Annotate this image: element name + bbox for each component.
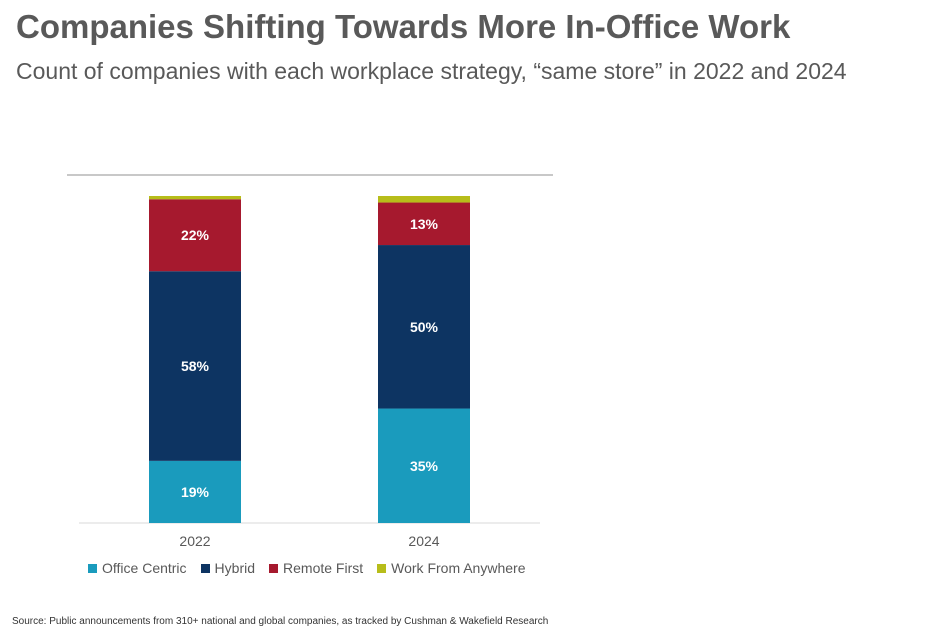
bar-2022-hybrid — [149, 271, 241, 461]
legend: Office Centric Hybrid Remote First Work Fro… — [88, 560, 525, 576]
chart-title: Companies Shifting Towards More In-Offic… — [16, 8, 791, 45]
stacked-bar-chart: 19% 58% 22% 35% 50% 13% 2022 2024 — [67, 174, 553, 549]
x-tick-label-2024: 2024 — [408, 533, 439, 549]
data-label-2024-remote-first: 13% — [410, 216, 439, 232]
legend-label-remote-first: Remote First — [283, 560, 364, 576]
data-label-2022-office-centric: 19% — [181, 484, 210, 500]
legend-label-hybrid: Hybrid — [214, 560, 256, 576]
x-tick-labels: 2022 2024 — [179, 533, 439, 549]
bars-group: 19% 58% 22% 35% 50% 13% — [149, 196, 470, 523]
data-label-2022-remote-first: 22% — [181, 227, 210, 243]
bar-2024-remote-first — [378, 202, 470, 246]
legend-label-office-centric: Office Centric — [102, 560, 187, 576]
bar-2022-office-centric — [149, 460, 241, 523]
x-tick-label-2022: 2022 — [179, 533, 210, 549]
legend-item-work-from-anywhere: Work From Anywhere — [377, 560, 525, 576]
bar-2022-remote-first — [149, 199, 241, 272]
data-label-2022-hybrid: 58% — [181, 358, 210, 374]
bar-2022-work-from-anywhere — [149, 196, 241, 200]
legend-swatch-work-from-anywhere — [377, 563, 387, 573]
legend-swatch-office-centric — [88, 563, 97, 573]
legend-item-hybrid: Hybrid — [200, 560, 256, 576]
bar-2024-hybrid — [378, 245, 470, 409]
legend-swatch-remote-first — [269, 563, 279, 573]
legend-label-work-from-anywhere: Work From Anywhere — [391, 560, 526, 576]
data-label-2024-office-centric: 35% — [410, 458, 439, 474]
legend-swatch-hybrid — [200, 563, 210, 573]
legend-item-remote-first: Remote First — [269, 560, 363, 576]
legend-item-office-centric: Office Centric — [88, 560, 187, 576]
source-note: Source: Public announcements from 310+ n… — [12, 616, 549, 627]
bar-2024-office-centric — [378, 408, 470, 523]
data-label-2024-hybrid: 50% — [410, 319, 439, 335]
bar-2024-work-from-anywhere — [378, 196, 470, 203]
chart-subtitle: Count of companies with each workplace s… — [16, 58, 847, 84]
